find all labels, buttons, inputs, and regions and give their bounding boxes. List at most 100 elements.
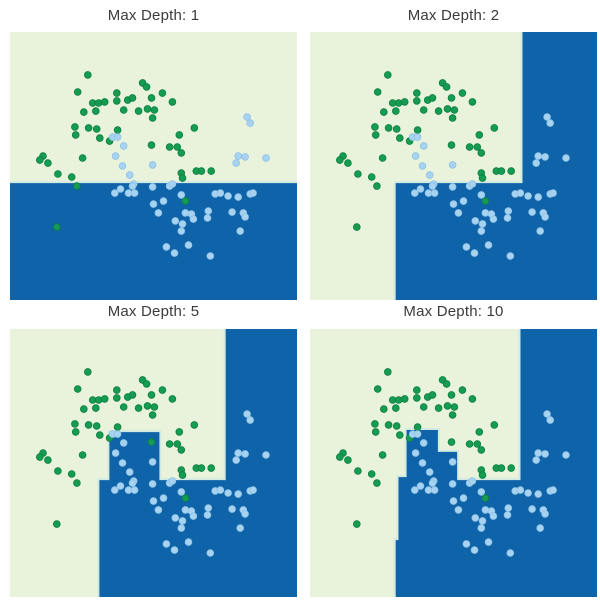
scatter-point-green [73,182,81,190]
scatter-point-blue [125,171,134,179]
scatter-point-green [475,428,484,436]
scatter-point-blue [428,479,437,487]
scatter-point-green [92,404,100,412]
scatter-point-green [373,182,381,190]
scatter-point-green [371,428,380,436]
scatter-point-green [178,174,187,182]
scatter-point-green [168,98,177,106]
scatter-point-green [478,471,487,479]
scatter-point-green [392,404,400,412]
scatter-point-green [168,395,177,403]
scatter-point-green [35,453,44,461]
scatter-point-blue [477,227,486,235]
scatter-point-blue [448,161,457,169]
scatter-point-green [413,89,421,97]
scatter-point-blue [204,207,213,215]
scatter-point-green [142,380,151,388]
scatter-point-green [367,173,376,181]
scatter-point-blue [418,162,427,170]
scatter-point-green [497,464,506,472]
scatter-point-green [413,386,421,394]
scatter-point-blue [243,113,251,121]
scatter-point-blue [448,480,457,488]
scatter-point-blue [171,217,180,225]
scatter-point-green [497,167,506,175]
scatter-point-blue [128,479,137,487]
scatter-point-green [147,391,156,399]
scatter-point-blue [246,119,255,127]
scatter-point-blue [162,243,171,251]
scatter-point-blue [216,189,225,197]
scatter-point-blue [503,214,512,222]
scatter-point-green [178,471,187,479]
scatter-point-blue [119,439,128,447]
scatter-point-green [396,431,404,439]
scatter-point-blue [459,197,468,205]
scatter-point-blue [178,220,187,228]
scatter-point-blue [177,524,186,532]
scatter-point-blue [228,208,236,216]
scatter-point-blue [236,227,245,235]
scatter-point-green [54,170,62,178]
scatter-point-green [384,124,393,132]
scatter-point-green [73,479,81,487]
scatter-point-green [84,124,93,132]
scatter-point-green [177,149,186,157]
scatter-point-green [128,391,137,399]
scatter-point-green [448,411,457,419]
scatter-point-blue [562,451,570,459]
scatter-point-blue [111,152,120,160]
scatter-point-green [371,123,379,131]
scatter-point-green [507,464,516,472]
scatter-point-blue [148,458,157,466]
scatter-point-blue [471,514,480,522]
scatter-point-blue [168,180,177,188]
region-class-blue [394,32,597,300]
scatter-point-green [80,108,88,116]
scatter-point-green [181,494,190,502]
scatter-point-green [52,520,61,528]
scatter-point-blue [504,207,513,215]
scatter-point-blue [489,512,498,520]
scatter-point-blue [177,488,186,496]
panel-max-depth-2 [310,32,597,300]
scatter-point-green [148,411,157,419]
scatter-point-green [84,421,93,429]
scatter-point-green [113,126,122,134]
scatter-point-green [147,438,156,446]
scatter-point-green [413,423,422,431]
scatter-point-green [447,141,456,149]
scatter-point-blue [246,416,255,424]
scatter-point-blue [524,192,532,200]
scatter-point-blue [425,468,434,476]
scatter-point-green [447,94,456,102]
scatter-point-green [413,126,422,134]
scatter-point-blue [524,489,532,497]
scatter-point-blue [448,458,457,466]
scatter-point-green [478,174,487,182]
scatter-point-green [100,98,109,106]
scatter-point-blue [130,189,139,197]
scatter-point-blue [204,504,213,512]
scatter-point-green [147,94,156,102]
scatter-point-blue [419,142,428,150]
scatter-point-blue [113,133,122,141]
scatter-point-green [371,131,380,139]
scatter-point-green [67,470,76,478]
scatter-point-blue [541,450,549,458]
scatter-point-blue [484,538,493,546]
scatter-point-blue [449,497,458,505]
scatter-point-blue [413,430,422,438]
scatter-point-green [158,386,167,394]
scatter-point-blue [149,200,158,208]
scatter-point-green [78,154,87,162]
scatter-point-blue [454,506,463,514]
scatter-point-blue [470,249,479,257]
scatter-point-blue [428,182,437,190]
scatter-point-green [352,520,361,528]
scatter-point-green [134,404,143,412]
scatter-point-green [92,107,100,115]
scatter-point-green [396,134,404,142]
scatter-point-blue [411,152,420,160]
scatter-point-blue [543,113,551,121]
